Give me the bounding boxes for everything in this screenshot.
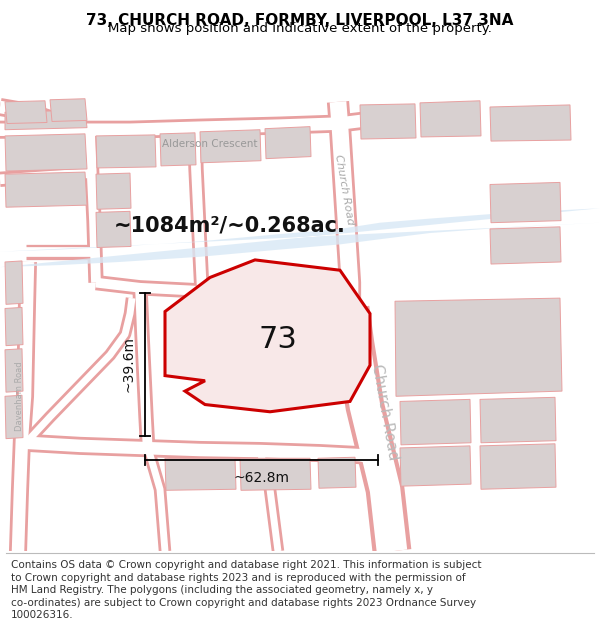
Polygon shape [5,261,23,304]
Polygon shape [205,300,241,338]
Polygon shape [480,444,556,489]
Polygon shape [490,105,571,141]
Text: HM Land Registry. The polygons (including the associated geometry, namely x, y: HM Land Registry. The polygons (includin… [11,585,433,595]
Text: ~39.6m: ~39.6m [121,336,135,392]
Polygon shape [245,299,291,336]
Text: Contains OS data © Crown copyright and database right 2021. This information is : Contains OS data © Crown copyright and d… [11,560,481,570]
Text: Map shows position and indicative extent of the property.: Map shows position and indicative extent… [108,22,492,35]
Polygon shape [5,395,23,439]
Polygon shape [240,458,311,490]
Text: ~62.8m: ~62.8m [233,471,290,484]
Polygon shape [50,99,87,121]
Polygon shape [160,133,196,166]
Polygon shape [395,298,562,396]
Polygon shape [5,172,87,208]
Text: 73: 73 [259,325,298,354]
Polygon shape [265,127,311,159]
Polygon shape [96,135,156,168]
Polygon shape [5,349,23,392]
Text: ~1084m²/~0.268ac.: ~1084m²/~0.268ac. [114,216,346,236]
Polygon shape [490,227,561,264]
Polygon shape [5,101,47,124]
Polygon shape [490,182,561,222]
Polygon shape [420,101,481,137]
Polygon shape [5,110,87,130]
Polygon shape [400,446,471,486]
Polygon shape [5,308,23,346]
Polygon shape [5,134,87,171]
Polygon shape [165,260,370,412]
Text: 100026316.: 100026316. [11,610,73,620]
Polygon shape [400,399,471,445]
Polygon shape [480,398,556,442]
Text: co-ordinates) are subject to Crown copyright and database rights 2023 Ordnance S: co-ordinates) are subject to Crown copyr… [11,598,476,608]
Polygon shape [200,130,261,162]
Text: Alderson Crescent: Alderson Crescent [162,139,258,149]
Text: to Crown copyright and database rights 2023 and is reproduced with the permissio: to Crown copyright and database rights 2… [11,572,466,582]
Text: Church Road: Church Road [369,362,401,461]
Text: 73, CHURCH ROAD, FORMBY, LIVERPOOL, L37 3NA: 73, CHURCH ROAD, FORMBY, LIVERPOOL, L37 … [86,12,514,28]
Polygon shape [96,211,131,248]
Polygon shape [360,104,416,139]
Text: Church Road: Church Road [333,154,355,226]
Text: Davenham Road: Davenham Road [16,361,25,431]
Polygon shape [165,458,236,490]
Polygon shape [96,173,131,209]
Polygon shape [0,208,600,267]
Polygon shape [318,458,356,488]
